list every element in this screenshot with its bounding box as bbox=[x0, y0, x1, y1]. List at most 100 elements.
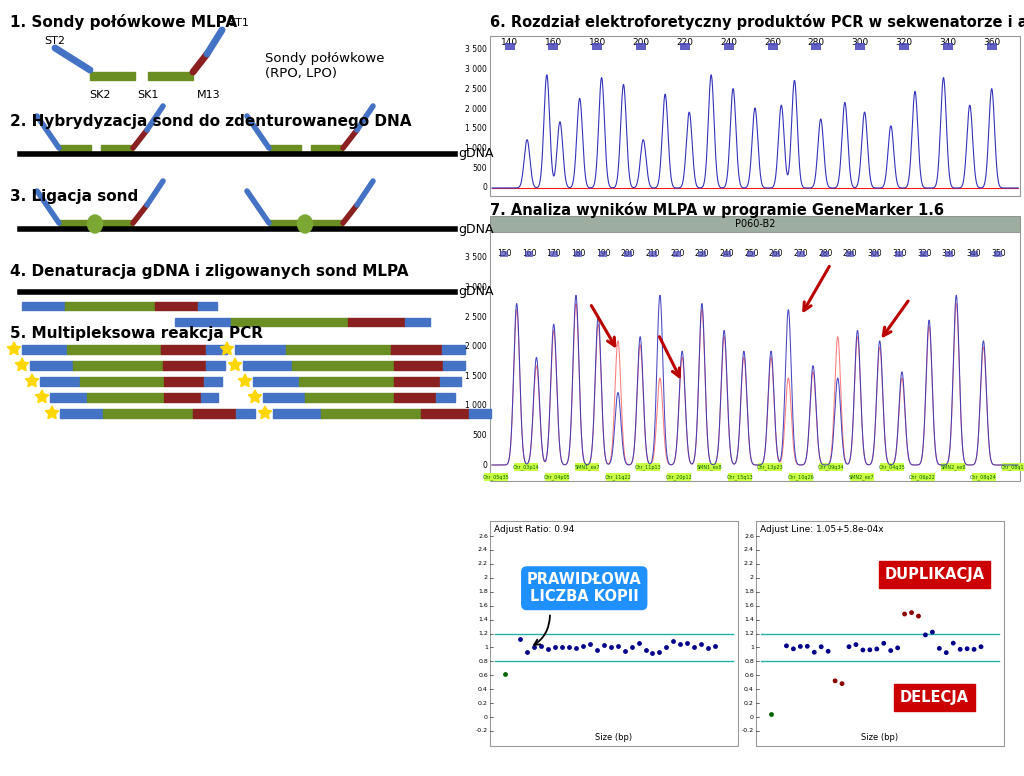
Text: SMN2_ex7: SMN2_ex7 bbox=[849, 474, 874, 480]
Text: SK2: SK2 bbox=[89, 90, 111, 100]
Bar bbox=[574, 251, 583, 257]
Text: DUPLIKACJA: DUPLIKACJA bbox=[885, 566, 985, 582]
Point bbox=[827, 674, 844, 687]
Bar bbox=[269, 145, 301, 152]
Point bbox=[896, 608, 912, 620]
Bar bbox=[30, 361, 73, 369]
Bar bbox=[440, 376, 461, 386]
Text: 0.6: 0.6 bbox=[744, 673, 754, 677]
Text: 2 500: 2 500 bbox=[465, 313, 487, 321]
Text: 1 500: 1 500 bbox=[465, 372, 487, 381]
Bar bbox=[545, 473, 569, 481]
Bar bbox=[505, 43, 514, 50]
Polygon shape bbox=[228, 358, 242, 371]
Bar bbox=[855, 43, 865, 50]
Point bbox=[679, 636, 695, 649]
Text: 180: 180 bbox=[571, 249, 586, 258]
Bar bbox=[723, 251, 730, 257]
Text: 6. Rozdział elektroforetyczny produktów PCR w sekwenatorze i analiza wstępna: 6. Rozdział elektroforetyczny produktów … bbox=[490, 14, 1024, 30]
Bar bbox=[101, 220, 133, 227]
Polygon shape bbox=[239, 374, 252, 386]
Bar bbox=[22, 302, 65, 310]
Text: PRAWIDŁOWA
LICZBA KOPII: PRAWIDŁOWA LICZBA KOPII bbox=[527, 572, 642, 605]
Text: 2.2: 2.2 bbox=[744, 561, 754, 566]
Bar bbox=[748, 251, 756, 257]
Text: 3 000: 3 000 bbox=[465, 65, 487, 74]
Text: ST1: ST1 bbox=[228, 18, 249, 28]
Point bbox=[903, 606, 920, 618]
Text: Chr_13p23: Chr_13p23 bbox=[757, 464, 783, 469]
Bar bbox=[768, 43, 777, 50]
Text: 280: 280 bbox=[808, 38, 825, 47]
Text: ST2: ST2 bbox=[44, 36, 66, 46]
Bar bbox=[40, 376, 80, 386]
Bar bbox=[945, 251, 953, 257]
Text: 230: 230 bbox=[694, 249, 710, 258]
Polygon shape bbox=[7, 342, 20, 355]
Bar bbox=[797, 251, 805, 257]
Point bbox=[793, 640, 809, 653]
Text: 240: 240 bbox=[720, 38, 737, 47]
Text: 3 500: 3 500 bbox=[465, 254, 487, 262]
Text: 0.4: 0.4 bbox=[478, 687, 488, 691]
Point bbox=[624, 641, 640, 653]
Text: 1.4: 1.4 bbox=[744, 617, 754, 622]
Text: 1.6: 1.6 bbox=[478, 603, 488, 608]
Text: 2: 2 bbox=[750, 575, 754, 580]
Text: 350: 350 bbox=[991, 249, 1006, 258]
Bar bbox=[697, 463, 721, 471]
Text: SK1: SK1 bbox=[137, 90, 159, 100]
Bar bbox=[163, 361, 206, 369]
Point bbox=[519, 646, 536, 658]
Text: 1.8: 1.8 bbox=[744, 589, 754, 594]
Bar bbox=[22, 345, 68, 354]
Text: 2 000: 2 000 bbox=[465, 342, 487, 352]
Bar bbox=[1002, 463, 1024, 471]
Text: Chr_05q35: Chr_05q35 bbox=[482, 474, 509, 480]
Bar bbox=[648, 251, 656, 257]
Bar bbox=[198, 302, 217, 310]
Point bbox=[686, 641, 702, 653]
Text: 140: 140 bbox=[501, 38, 518, 47]
Bar bbox=[667, 473, 691, 481]
Text: 1.6: 1.6 bbox=[744, 603, 754, 608]
Point bbox=[637, 644, 653, 656]
Text: 290: 290 bbox=[843, 249, 857, 258]
Point bbox=[861, 643, 878, 656]
Point bbox=[785, 643, 802, 655]
Text: Chr_11q22: Chr_11q22 bbox=[604, 474, 631, 480]
Point bbox=[596, 639, 612, 651]
Text: 0: 0 bbox=[482, 183, 487, 192]
Text: 150: 150 bbox=[497, 249, 512, 258]
Bar bbox=[68, 345, 162, 354]
Text: 220: 220 bbox=[670, 249, 684, 258]
Polygon shape bbox=[220, 342, 233, 355]
Text: 0.2: 0.2 bbox=[744, 701, 754, 705]
Text: 210: 210 bbox=[645, 249, 659, 258]
Bar bbox=[59, 145, 91, 152]
Bar bbox=[59, 220, 91, 227]
Text: Chr_15q13: Chr_15q13 bbox=[726, 474, 753, 480]
Bar bbox=[65, 302, 155, 310]
Bar bbox=[514, 463, 539, 471]
Bar bbox=[970, 251, 978, 257]
Text: 0.8: 0.8 bbox=[744, 659, 754, 663]
Text: 180: 180 bbox=[589, 38, 606, 47]
Text: 4. Denaturacja gDNA i zligowanych sond MLPA: 4. Denaturacja gDNA i zligowanych sond M… bbox=[10, 264, 409, 279]
Bar bbox=[50, 393, 87, 401]
Text: 1: 1 bbox=[484, 645, 488, 650]
Point bbox=[699, 642, 716, 654]
Text: SMN2_ex8: SMN2_ex8 bbox=[940, 464, 966, 469]
Text: DELECJA: DELECJA bbox=[900, 690, 969, 705]
Text: Chr_20p12: Chr_20p12 bbox=[666, 474, 692, 480]
Text: Chr_11p13: Chr_11p13 bbox=[635, 464, 662, 469]
Point bbox=[973, 640, 989, 653]
Text: 360: 360 bbox=[983, 38, 1000, 47]
Point bbox=[561, 641, 578, 653]
Bar bbox=[870, 251, 879, 257]
Text: 1 500: 1 500 bbox=[465, 124, 487, 133]
Text: 1. Sondy połówkowe MLPA: 1. Sondy połówkowe MLPA bbox=[10, 14, 238, 30]
Bar bbox=[490, 216, 1020, 232]
Bar bbox=[880, 463, 904, 471]
Point bbox=[958, 643, 975, 655]
